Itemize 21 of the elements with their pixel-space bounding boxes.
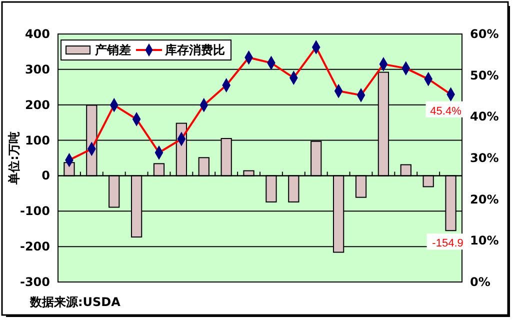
y-tick-label: 100 bbox=[24, 133, 50, 148]
y2-tick-label: 30% bbox=[470, 151, 499, 165]
data-label: -154.9 bbox=[432, 238, 464, 250]
y-tick-label: 200 bbox=[24, 98, 50, 112]
data-label: 45.4% bbox=[430, 105, 462, 118]
y-tick-label: -200 bbox=[20, 240, 50, 254]
y2-tick-label: 50% bbox=[470, 68, 499, 82]
y-tick-label: -300 bbox=[20, 275, 50, 289]
y-tick-label: 300 bbox=[24, 62, 50, 76]
y-axis-title: 单位:万吨 bbox=[7, 132, 21, 186]
y-tick-label: 0 bbox=[42, 168, 50, 183]
y-tick-label: 400 bbox=[24, 27, 50, 41]
y2-tick-label: 60% bbox=[470, 27, 499, 41]
y2-tick-label: 20% bbox=[470, 192, 499, 206]
y2-tick-label: 10% bbox=[470, 234, 499, 248]
legend-label: 库存消费比 bbox=[164, 43, 225, 57]
y2-tick-label: 40% bbox=[470, 110, 499, 124]
y-tick-label: -100 bbox=[20, 204, 50, 218]
source-note: 数据来源:USDA bbox=[29, 295, 122, 309]
legend-label: 产销差 bbox=[94, 43, 131, 57]
y2-tick-label: 0% bbox=[470, 275, 490, 289]
